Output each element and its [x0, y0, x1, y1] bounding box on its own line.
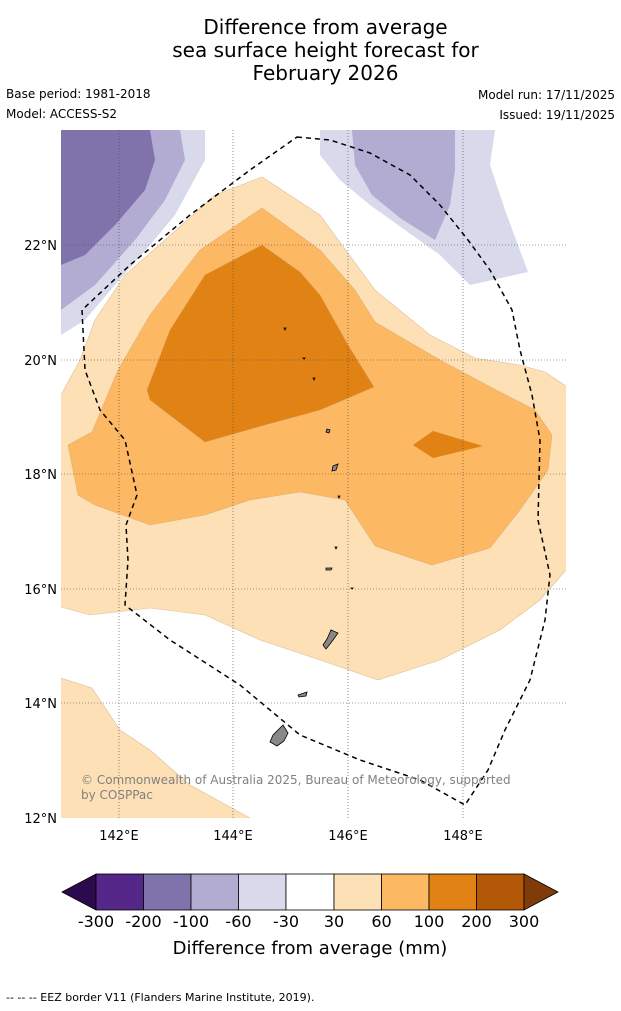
- colorbar-extend-low: [61, 873, 97, 911]
- colorbar-tick: -200: [125, 912, 161, 931]
- lat-label: 12°N: [24, 812, 57, 827]
- island-asuncion: [337, 495, 341, 499]
- lon-labels: 142°E 144°E 146°E 148°E: [99, 829, 483, 844]
- colorbar-bin: [190, 873, 239, 911]
- colorbar-bin: [143, 873, 192, 911]
- colorbar-tick: -60: [225, 912, 251, 931]
- lat-label: 18°N: [24, 468, 57, 483]
- lat-label: 20°N: [24, 354, 57, 369]
- colorbar-tick: 300: [509, 912, 540, 931]
- sea-level-map: 22°N 20°N 18°N 16°N 14°N 12°N 142°E 144°…: [24, 130, 566, 844]
- map-title: Difference from average sea surface heig…: [0, 16, 621, 85]
- mariana-islands: [269, 327, 354, 747]
- lon-label: 142°E: [99, 829, 139, 844]
- island-saipan-tinian: [322, 629, 339, 650]
- colorbar-label: Difference from average (mm): [173, 938, 448, 959]
- copyright-line-2: by COSPPac: [81, 788, 153, 802]
- contour-m200-m100-northwest: [61, 130, 155, 265]
- colorbar-tick: -100: [173, 912, 209, 931]
- colorbar-bin: [476, 873, 525, 911]
- colorbar-legend: -300 -200 -100 -60 -30 30 60 100 200 300…: [61, 873, 559, 959]
- island-alamagan: [334, 546, 338, 550]
- colorbar-bin: [95, 873, 144, 911]
- lat-labels: 22°N 20°N 18°N 16°N 14°N 12°N: [24, 239, 57, 827]
- lon-label: 144°E: [213, 829, 253, 844]
- island-small-south: [350, 587, 354, 590]
- island-north: [283, 327, 287, 331]
- title-line-3: February 2026: [252, 61, 399, 85]
- lon-label: 146°E: [328, 829, 368, 844]
- colorbar-extend-high: [523, 873, 559, 911]
- island-farallon: [302, 357, 306, 360]
- title-line-1: Difference from average: [203, 15, 448, 39]
- issued-date-text: Issued: 19/11/2025: [499, 108, 615, 122]
- colorbar-bin: [285, 873, 335, 911]
- colorbar-bin: [333, 873, 382, 911]
- lat-label: 16°N: [24, 583, 57, 598]
- colorbar-tick: -300: [78, 912, 114, 931]
- colorbar-tick: 100: [414, 912, 445, 931]
- copyright-notice: © Commonwealth of Australia 2025, Bureau…: [81, 773, 511, 802]
- contour-30-60-southwest: [61, 678, 250, 818]
- copyright-line-1: © Commonwealth of Australia 2025, Bureau…: [81, 773, 511, 787]
- contour-100-200-east: [413, 431, 483, 458]
- colorbar-tick: 60: [371, 912, 391, 931]
- title-line-2: sea surface height forecast for: [172, 38, 479, 62]
- colorbar-bin: [428, 873, 477, 911]
- eez-footnote: -- -- -- EEZ border V11 (Flanders Marine…: [6, 991, 315, 1004]
- colorbar-bin: [381, 873, 430, 911]
- map-gridlines: [61, 130, 566, 818]
- base-period-text: Base period: 1981-2018: [6, 87, 151, 101]
- colorbar-tick: 30: [324, 912, 344, 931]
- lon-label: 148°E: [443, 829, 483, 844]
- colorbar-tick: 200: [461, 912, 492, 931]
- colorbar-bin: [238, 873, 287, 911]
- island-anatahan: [325, 567, 333, 571]
- colorbar-tick-labels: -300 -200 -100 -60 -30 30 60 100 200 300: [78, 912, 539, 931]
- contour-fills: [61, 130, 566, 818]
- contour-100-200-main: [147, 245, 374, 442]
- island-rota: [297, 691, 308, 698]
- colorbar-tick: -30: [273, 912, 299, 931]
- island-maug: [312, 377, 316, 381]
- island-guam: [269, 724, 289, 747]
- island-pagan: [331, 463, 339, 472]
- lat-label: 22°N: [24, 239, 57, 254]
- model-name-text: Model: ACCESS-S2: [6, 107, 118, 121]
- model-run-text: Model run: 17/11/2025: [477, 88, 615, 102]
- lat-label: 14°N: [24, 697, 57, 712]
- island-agrihan: [325, 428, 331, 434]
